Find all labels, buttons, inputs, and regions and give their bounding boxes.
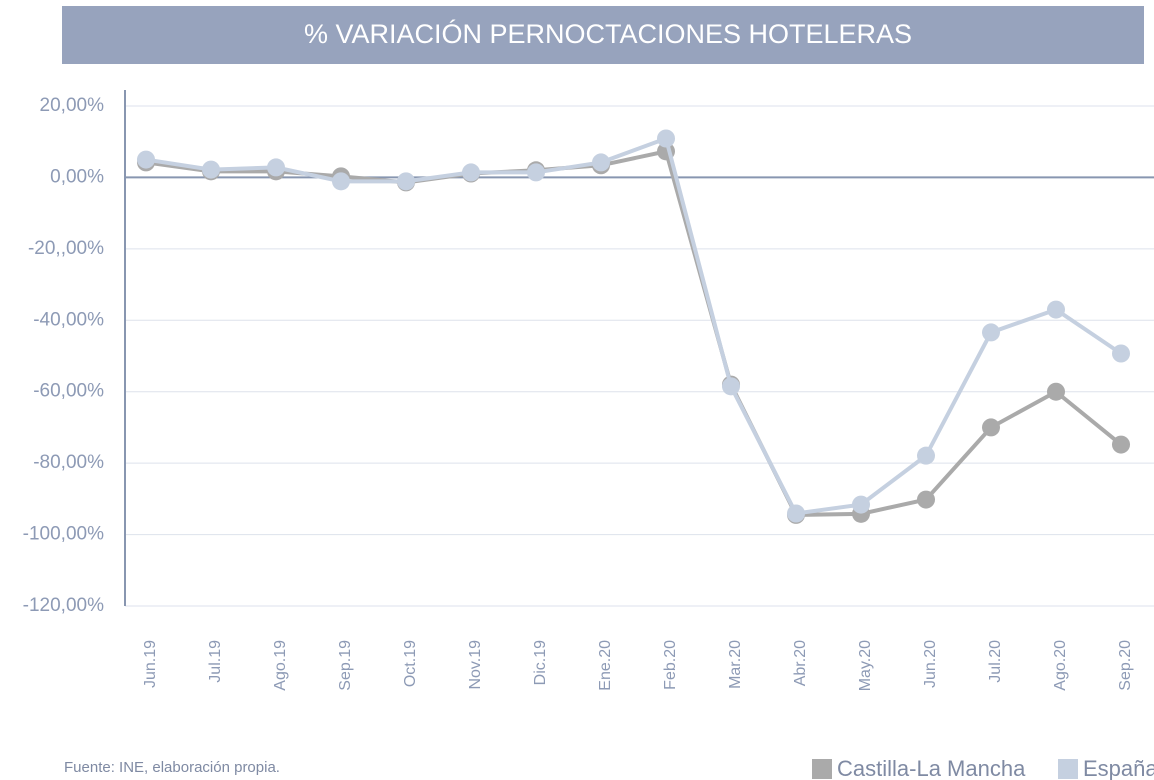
data-point: [202, 160, 220, 179]
data-point: [722, 377, 740, 396]
x-tick-label: Sep.20: [1117, 640, 1134, 691]
data-point: [462, 163, 480, 182]
data-point: [657, 129, 675, 148]
x-tick-label: Sep.19: [337, 640, 354, 691]
y-tick-label: -40,00%: [33, 309, 104, 330]
data-point: [917, 446, 935, 465]
x-tick-label: Feb.20: [662, 640, 679, 690]
data-point: [982, 418, 1000, 437]
data-point: [527, 163, 545, 182]
data-point: [917, 490, 935, 509]
x-tick-label: Jun.20: [922, 640, 939, 688]
legend-swatch: [1058, 759, 1078, 779]
data-point: [1112, 435, 1130, 454]
data-point: [137, 150, 155, 169]
data-point: [1047, 382, 1065, 401]
legend-swatch: [812, 759, 832, 779]
title-banner: [62, 6, 1144, 64]
x-tick-label: Jul.20: [987, 640, 1004, 683]
x-tick-label: May.20: [857, 640, 874, 691]
y-tick-label: 20,00%: [40, 95, 105, 116]
data-point: [1112, 344, 1130, 363]
y-tick-label: -80,00%: [33, 452, 104, 473]
y-tick-label: -60,00%: [33, 381, 104, 402]
y-tick-label: 0,00%: [50, 166, 104, 187]
data-point: [787, 504, 805, 523]
x-tick-label: Abr.20: [792, 640, 809, 686]
legend-label: Castilla-La Mancha: [837, 756, 1026, 780]
source-note: Fuente: INE, elaboración propia.: [64, 759, 280, 776]
data-point: [397, 172, 415, 191]
x-tick-label: Ago.20: [1052, 640, 1069, 691]
data-point: [592, 153, 610, 172]
y-tick-label: -120,00%: [23, 595, 104, 616]
x-tick-label: Nov.19: [467, 640, 484, 690]
x-tick-label: Oct.19: [402, 640, 419, 687]
data-point: [982, 323, 1000, 342]
data-point: [1047, 300, 1065, 319]
x-tick-label: Dic.19: [532, 640, 549, 685]
series-line: [145, 135, 1123, 516]
x-tick-label: Ago.19: [272, 640, 289, 691]
y-tick-label: -100,00%: [23, 524, 104, 545]
x-tick-label: Jun.19: [142, 640, 159, 688]
legend-label: España: [1083, 756, 1154, 780]
y-tick-label: -20,,00%: [28, 238, 104, 259]
x-tick-label: Ene.20: [597, 640, 614, 691]
x-tick-label: Mar.20: [727, 640, 744, 689]
series-line: [145, 149, 1123, 517]
data-point: [852, 495, 870, 514]
data-point: [267, 158, 285, 177]
x-tick-label: Jul.19: [207, 640, 224, 683]
chart-title: % VARIACIÓN PERNOCTACIONES HOTELERAS: [304, 18, 912, 49]
data-point: [332, 172, 350, 191]
